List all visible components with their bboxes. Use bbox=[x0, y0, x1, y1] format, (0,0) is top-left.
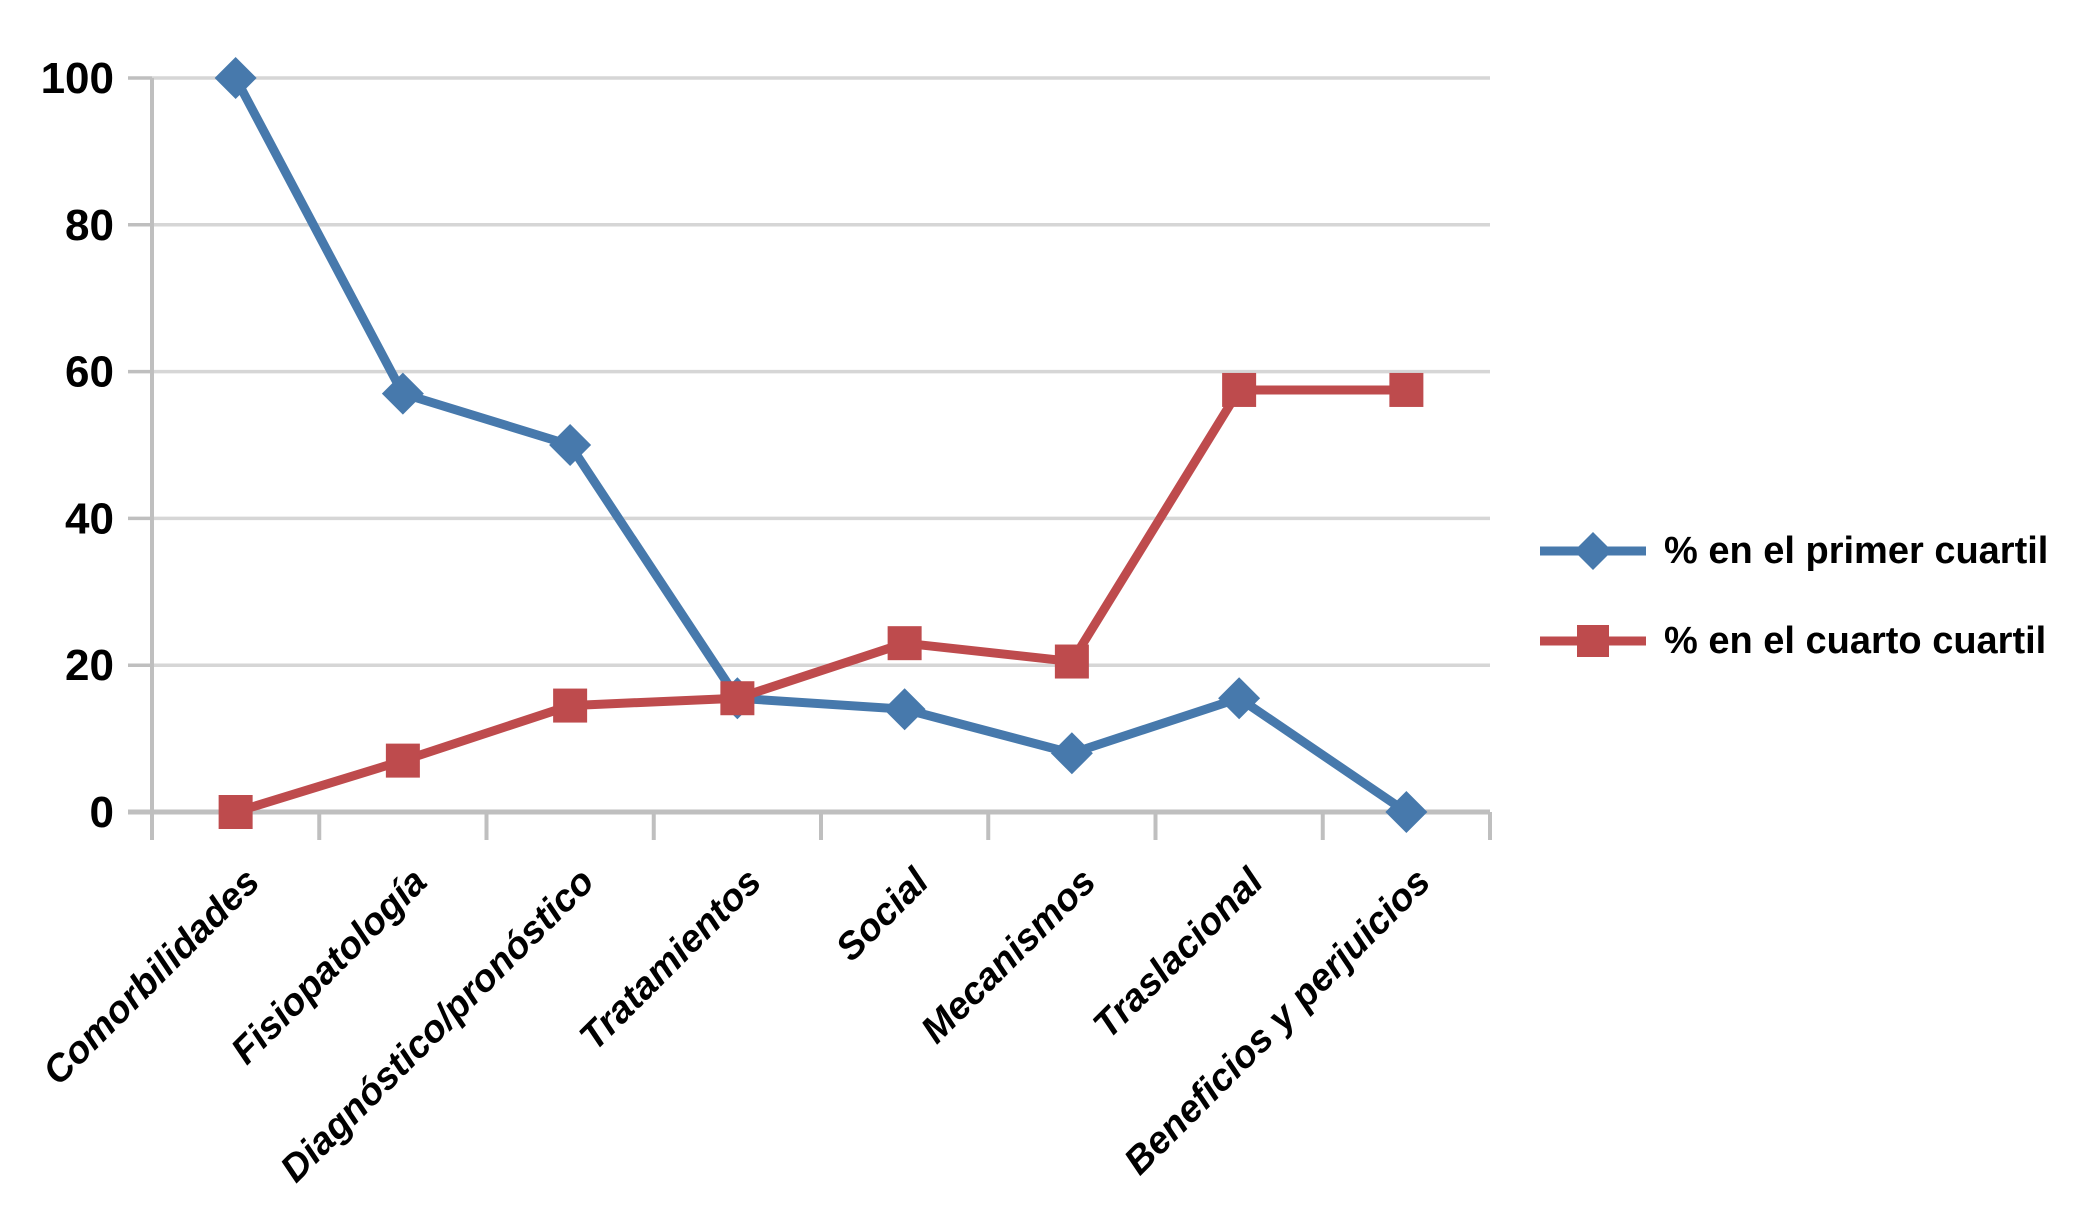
axes bbox=[128, 78, 1492, 840]
x-axis-label-beneficios-y-perjuicios: Beneficios y perjuicios bbox=[1116, 861, 1438, 1183]
x-axis-label-comorbilidades: Comorbilidades bbox=[35, 861, 268, 1094]
series-line-en-el-cuarto-cuartil bbox=[234, 385, 1407, 817]
marker-en-el-primer-cuartil-comorbilidades bbox=[214, 57, 257, 99]
legend-item-cuarto-cuartil: % en el cuarto cuartil bbox=[1538, 618, 2048, 664]
y-axis-label-80: 80 bbox=[65, 201, 114, 250]
series-en-el-primer-cuartil bbox=[214, 57, 1428, 833]
x-axis-label-social: Social bbox=[828, 860, 938, 970]
legend-diamond-glyph bbox=[1574, 532, 1612, 570]
marker-en-el-primer-cuartil-social bbox=[883, 688, 926, 731]
marker-en-el-primer-cuartil-mecanismos bbox=[1050, 732, 1093, 775]
y-axis-label-40: 40 bbox=[65, 494, 114, 543]
y-axis-label-20: 20 bbox=[65, 641, 114, 690]
series-line-en-el-primer-cuartil bbox=[231, 75, 1409, 816]
gridlines bbox=[128, 76, 1490, 814]
marker-en-el-cuarto-cuartil-social bbox=[887, 626, 922, 661]
x-axis-labels: ComorbilidadesFisiopatologíaDiagnóstico/… bbox=[35, 860, 1438, 1191]
marker-en-el-cuarto-cuartil-beneficios-y-perjuicios bbox=[1389, 372, 1424, 407]
x-axis-label-diagnostico-pronostico: Diagnóstico/pronóstico bbox=[273, 861, 603, 1191]
y-axis-label-60: 60 bbox=[65, 348, 114, 397]
marker-en-el-cuarto-cuartil-tratamientos bbox=[720, 681, 755, 716]
x-axis-label-traslacional: Traslacional bbox=[1085, 860, 1272, 1047]
legend-marker-diamond-icon bbox=[1540, 532, 1646, 570]
legend-label-cuarto-cuartil: % en el cuarto cuartil bbox=[1664, 619, 2047, 662]
marker-en-el-cuarto-cuartil-traslacional bbox=[1222, 372, 1257, 407]
legend-item-primer-cuartil: % en el primer cuartil bbox=[1538, 528, 2048, 574]
legend: % en el primer cuartil % en el cuarto cu… bbox=[1538, 528, 2048, 664]
x-axis-label-mecanismos: Mecanismos bbox=[913, 861, 1104, 1052]
marker-en-el-primer-cuartil-beneficios-y-perjuicios bbox=[1385, 791, 1428, 833]
y-axis-labels: 0 20 40 60 80 100 bbox=[41, 54, 114, 837]
y-axis-label-100: 100 bbox=[41, 54, 114, 103]
marker-en-el-primer-cuartil-traslacional bbox=[1218, 677, 1261, 720]
legend-marker-square-icon bbox=[1540, 625, 1646, 657]
series-en-el-cuarto-cuartil bbox=[218, 372, 1424, 829]
marker-en-el-primer-cuartil-diagnostico-pronostico bbox=[549, 424, 592, 466]
marker-en-el-cuarto-cuartil-fisiopatologia bbox=[385, 743, 420, 778]
marker-en-el-cuarto-cuartil-comorbilidades bbox=[218, 795, 253, 829]
marker-en-el-cuarto-cuartil-mecanismos bbox=[1054, 644, 1089, 679]
legend-square-glyph bbox=[1577, 625, 1609, 657]
marker-en-el-primer-cuartil-fisiopatologia bbox=[381, 372, 424, 415]
marker-en-el-cuarto-cuartil-diagnostico-pronostico bbox=[553, 688, 588, 723]
legend-label-primer-cuartil: % en el primer cuartil bbox=[1664, 529, 2049, 572]
y-axis-label-0: 0 bbox=[90, 788, 114, 837]
